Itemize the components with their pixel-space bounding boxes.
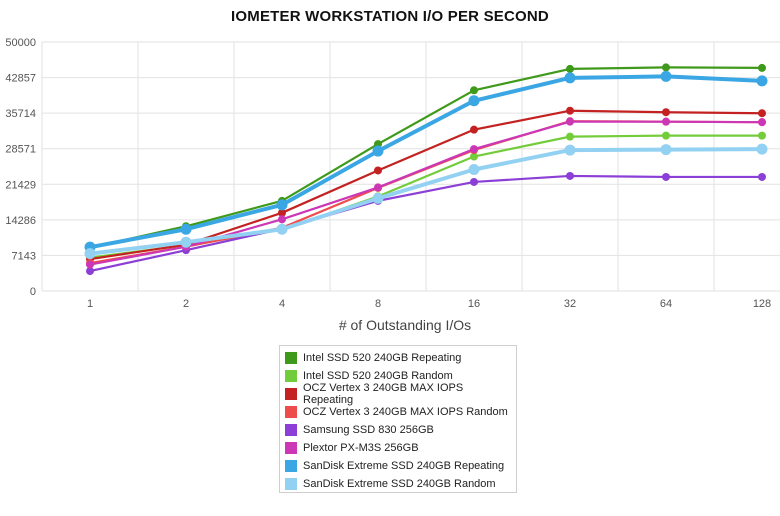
x-tick-label: 64 [660, 298, 672, 310]
x-tick-label: 128 [753, 298, 771, 310]
legend-swatch [285, 388, 297, 400]
data-point [566, 117, 574, 126]
data-point [564, 72, 576, 84]
data-point [180, 223, 192, 235]
data-point [468, 163, 480, 175]
data-point [470, 125, 478, 134]
data-point [660, 144, 672, 156]
data-point [374, 183, 382, 192]
data-point [470, 86, 478, 95]
chart-title: IOMETER WORKSTATION I/O PER SECOND [231, 8, 549, 25]
y-tick-label: 14286 [5, 215, 36, 227]
legend-item: Intel SSD 520 240GB Repeating [285, 349, 516, 367]
data-point [566, 64, 574, 73]
x-axis-ticks: 1 2 4 8 16 32 64 128 [87, 298, 771, 310]
y-tick-label: 0 [30, 286, 36, 298]
data-point [372, 192, 384, 204]
legend-item: Plextor PX-M3S 256GB [285, 439, 516, 457]
data-point [180, 236, 192, 248]
series-line [89, 174, 762, 273]
data-point [756, 143, 768, 155]
data-point [758, 118, 766, 127]
data-point [278, 208, 286, 217]
data-point [470, 177, 478, 186]
y-axis-ticks: 0 7143 14286 21429 28571 35714 42857 50000 [5, 37, 36, 298]
legend-label: Plextor PX-M3S 256GB [303, 442, 419, 454]
x-axis-label: # of Outstanding I/Os [338, 317, 472, 333]
legend-swatch [285, 424, 297, 436]
legend-swatch [285, 460, 297, 472]
data-point [662, 117, 670, 126]
data-point [756, 75, 768, 87]
x-tick-label: 8 [375, 298, 381, 310]
series-line [89, 74, 763, 250]
legend-label: OCZ Vertex 3 240GB MAX IOPS Repeating [303, 382, 464, 406]
y-tick-label: 35714 [5, 108, 36, 120]
data-point [470, 145, 478, 154]
legend-label: OCZ Vertex 3 240GB MAX IOPS Random [303, 406, 508, 418]
legend-label: Samsung SSD 830 256GB [303, 424, 434, 436]
legend-item: Samsung SSD 830 256GB [285, 421, 516, 439]
legend-item: OCZ Vertex 3 240GB MAX IOPS Random [285, 403, 516, 421]
data-point [566, 171, 574, 180]
data-point [662, 131, 670, 140]
data-point [372, 145, 384, 157]
y-tick-label: 7143 [12, 250, 36, 262]
data-point [468, 95, 480, 107]
data-point [662, 63, 670, 72]
data-point [276, 199, 288, 211]
data-point [662, 108, 670, 117]
data-point [564, 144, 576, 156]
data-point [86, 260, 94, 269]
legend-label: SanDisk Extreme SSD 240GB Repeating [303, 460, 505, 472]
legend-item: Intel SSD 520 240GB Random [285, 367, 516, 385]
data-point [566, 132, 574, 141]
data-point [278, 215, 286, 224]
legend-swatch [285, 478, 297, 490]
data-point [758, 63, 766, 72]
data-point [86, 267, 94, 276]
data-point [758, 131, 766, 140]
x-tick-label: 4 [279, 298, 285, 310]
data-point [660, 70, 672, 82]
data-point [758, 172, 766, 181]
x-tick-label: 32 [564, 298, 576, 310]
legend: Intel SSD 520 240GB Repeating Intel SSD 5… [279, 345, 517, 493]
legend-label: Intel SSD 520 240GB Repeating [303, 352, 462, 364]
legend-swatch [285, 370, 297, 382]
series-line [89, 66, 763, 249]
data-point [662, 172, 670, 181]
x-tick-label: 16 [468, 298, 480, 310]
legend-label: SanDisk Extreme SSD 240GB Random [303, 478, 496, 490]
y-tick-label: 50000 [5, 37, 36, 49]
x-tick-label: 1 [87, 298, 93, 310]
line-chart: 0 7143 14286 21429 28571 35714 42857 50000 1 2 4 8… [5, 37, 780, 310]
x-tick-label: 2 [183, 298, 189, 310]
data-point [566, 106, 574, 115]
legend-item: SanDisk Extreme SSD 240GB Repeating [285, 457, 516, 475]
legend-item: OCZ Vertex 3 240GB MAX IOPS Repeating [285, 382, 516, 406]
y-tick-label: 42857 [5, 73, 36, 85]
y-tick-label: 21429 [5, 179, 36, 191]
legend-item: SanDisk Extreme SSD 240GB Random [285, 475, 516, 493]
legend-swatch [285, 352, 297, 364]
series-line [89, 120, 763, 266]
data-point [84, 248, 96, 260]
data-point [758, 109, 766, 118]
legend-swatch [285, 406, 297, 418]
data-point [276, 223, 288, 235]
series-group [84, 63, 768, 276]
legend-swatch [285, 442, 297, 454]
y-tick-label: 28571 [5, 144, 36, 156]
legend-label: Intel SSD 520 240GB Random [303, 370, 453, 382]
grid-lines [41, 41, 780, 292]
series-line [89, 147, 763, 256]
data-point [374, 166, 382, 175]
data-point [470, 152, 478, 161]
